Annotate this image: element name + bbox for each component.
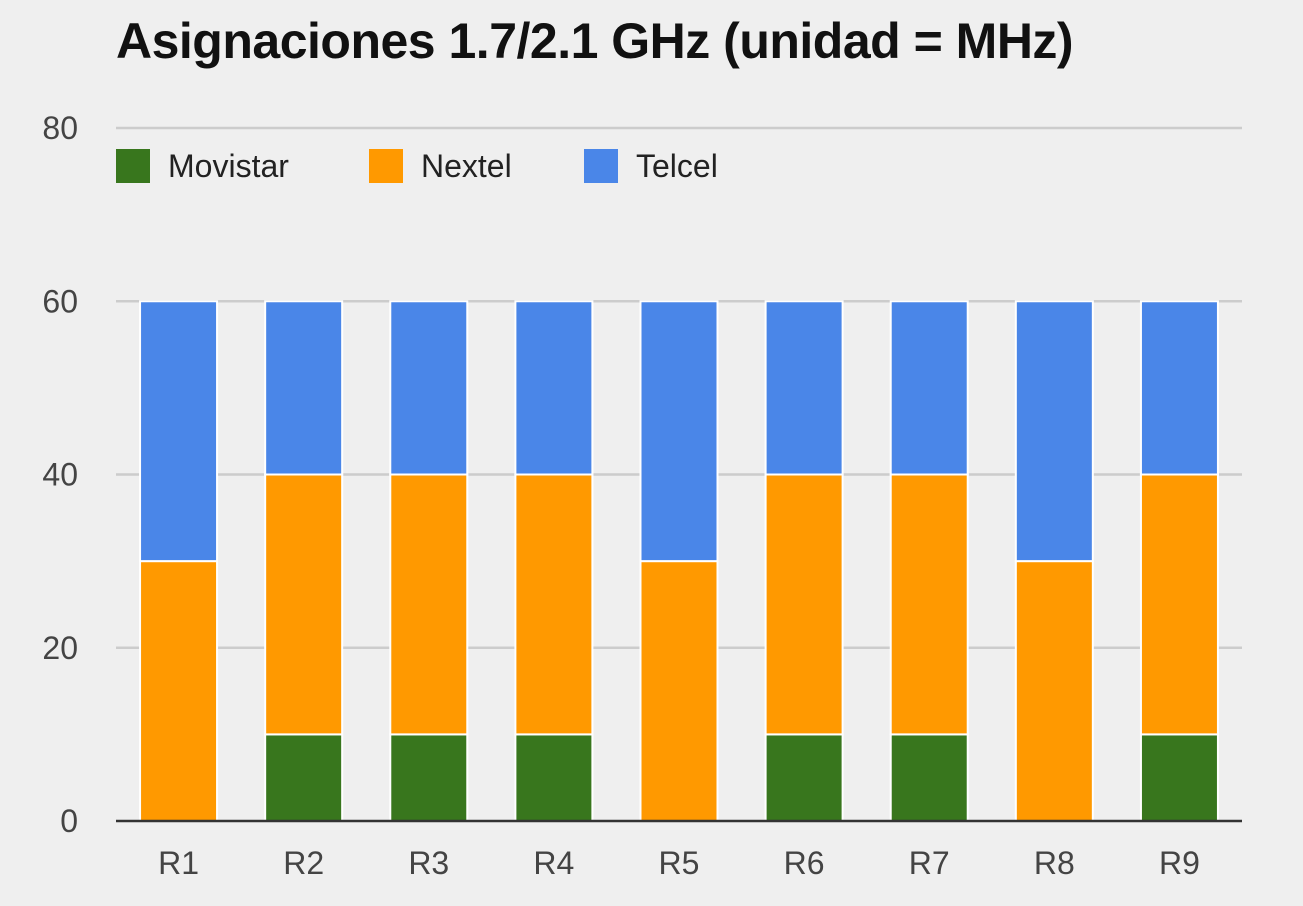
- bar-segment-telcel-r7: [889, 300, 969, 476]
- bar-segment-nextel-r3: [389, 473, 469, 736]
- bar-segment-movistar-r4: [514, 733, 594, 822]
- bar-segment-telcel-r5: [639, 300, 719, 563]
- chart-title: Asignaciones 1.7/2.1 GHz (unidad = MHz): [116, 13, 1074, 69]
- x-tick-label: R5: [659, 845, 700, 881]
- bar-segment-nextel-r8: [1014, 560, 1094, 822]
- bar-segment-telcel-r8: [1014, 300, 1094, 563]
- bar-segment-movistar-r6: [764, 733, 844, 822]
- bar-segment-telcel-r3: [389, 300, 469, 476]
- bar-segment-nextel-r2: [264, 473, 344, 736]
- x-tick-label: R6: [784, 845, 825, 881]
- bar-segment-telcel-r4: [514, 300, 594, 476]
- y-tick-label: 80: [42, 110, 78, 146]
- y-tick-label: 40: [42, 457, 78, 493]
- bar-segment-movistar-r2: [264, 733, 344, 822]
- legend-label-nextel: Nextel: [421, 148, 512, 184]
- bar-segment-nextel-r9: [1139, 473, 1219, 736]
- legend-label-movistar: Movistar: [168, 148, 289, 184]
- legend-label-telcel: Telcel: [636, 148, 718, 184]
- bar-segment-nextel-r1: [139, 560, 219, 822]
- x-tick-label: R4: [533, 845, 574, 881]
- bar-segment-nextel-r7: [889, 473, 969, 736]
- bar-segment-movistar-r9: [1139, 733, 1219, 822]
- legend-swatch-movistar: [116, 149, 150, 183]
- bar-segment-nextel-r6: [764, 473, 844, 736]
- bar-segment-telcel-r2: [264, 300, 344, 476]
- x-tick-label: R9: [1159, 845, 1200, 881]
- bar-segment-telcel-r9: [1139, 300, 1219, 476]
- x-tick-label: R8: [1034, 845, 1075, 881]
- y-tick-label: 60: [42, 283, 78, 319]
- bar-segment-nextel-r4: [514, 473, 594, 736]
- x-tick-label: R3: [408, 845, 449, 881]
- x-tick-label: R7: [909, 845, 950, 881]
- legend-swatch-nextel: [369, 149, 403, 183]
- y-tick-label: 20: [42, 630, 78, 666]
- bar-segment-telcel-r6: [764, 300, 844, 476]
- legend-swatch-telcel: [584, 149, 618, 183]
- y-tick-label: 0: [60, 803, 78, 839]
- bar-segment-nextel-r5: [639, 560, 719, 822]
- x-tick-label: R2: [283, 845, 324, 881]
- bar-segment-telcel-r1: [139, 300, 219, 563]
- bar-segment-movistar-r3: [389, 733, 469, 822]
- bar-segment-movistar-r7: [889, 733, 969, 822]
- x-tick-label: R1: [158, 845, 199, 881]
